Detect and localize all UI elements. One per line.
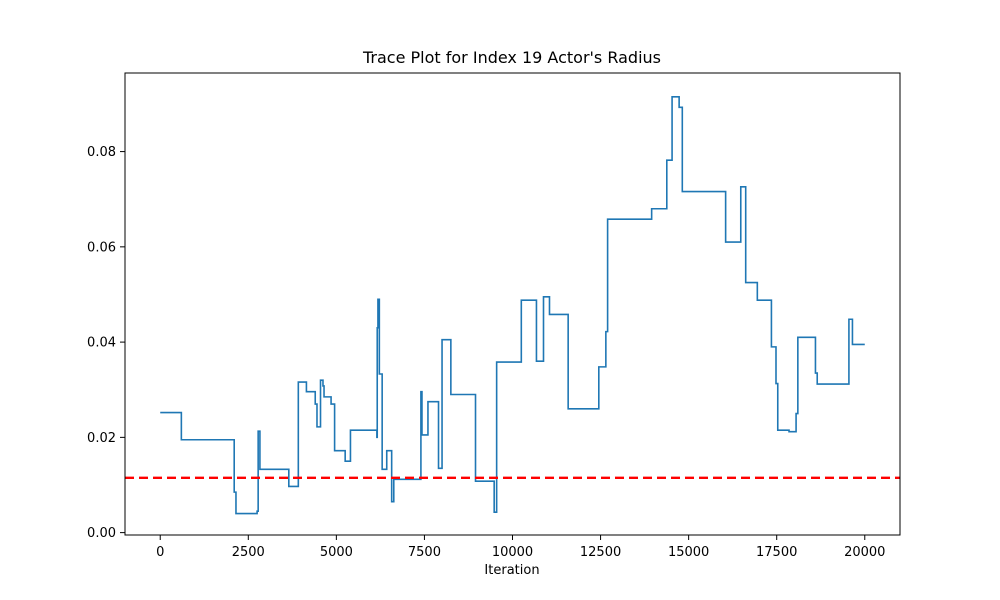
x-tick-label: 5000 [320, 545, 353, 560]
x-tick-label: 20000 [844, 545, 885, 560]
y-tick-label: 0.08 [87, 145, 116, 160]
y-tick-label: 0.02 [87, 431, 116, 446]
y-tick-label: 0.00 [87, 526, 116, 541]
x-axis-label: Iteration [484, 563, 539, 578]
y-tick-label: 0.06 [87, 240, 116, 255]
axes-frame [124, 72, 901, 536]
x-tick-label: 17500 [756, 545, 797, 560]
x-tick-label: 2500 [232, 545, 265, 560]
x-tick-label: 12500 [580, 545, 621, 560]
x-tick-label: 10000 [492, 545, 533, 560]
y-tick-label: 0.04 [87, 336, 116, 351]
plot-area [125, 96, 900, 515]
x-tick-label: 15000 [668, 545, 709, 560]
series-line-0 [160, 96, 865, 515]
axes: 0 2500 5000 7500 10000 12500 15000 17500 20000 0.… [87, 72, 901, 560]
x-tick-label: 7500 [408, 545, 441, 560]
x-tick-label: 0 [156, 545, 164, 560]
chart-title: Trace Plot for Index 19 Actor's Radius [362, 48, 661, 67]
